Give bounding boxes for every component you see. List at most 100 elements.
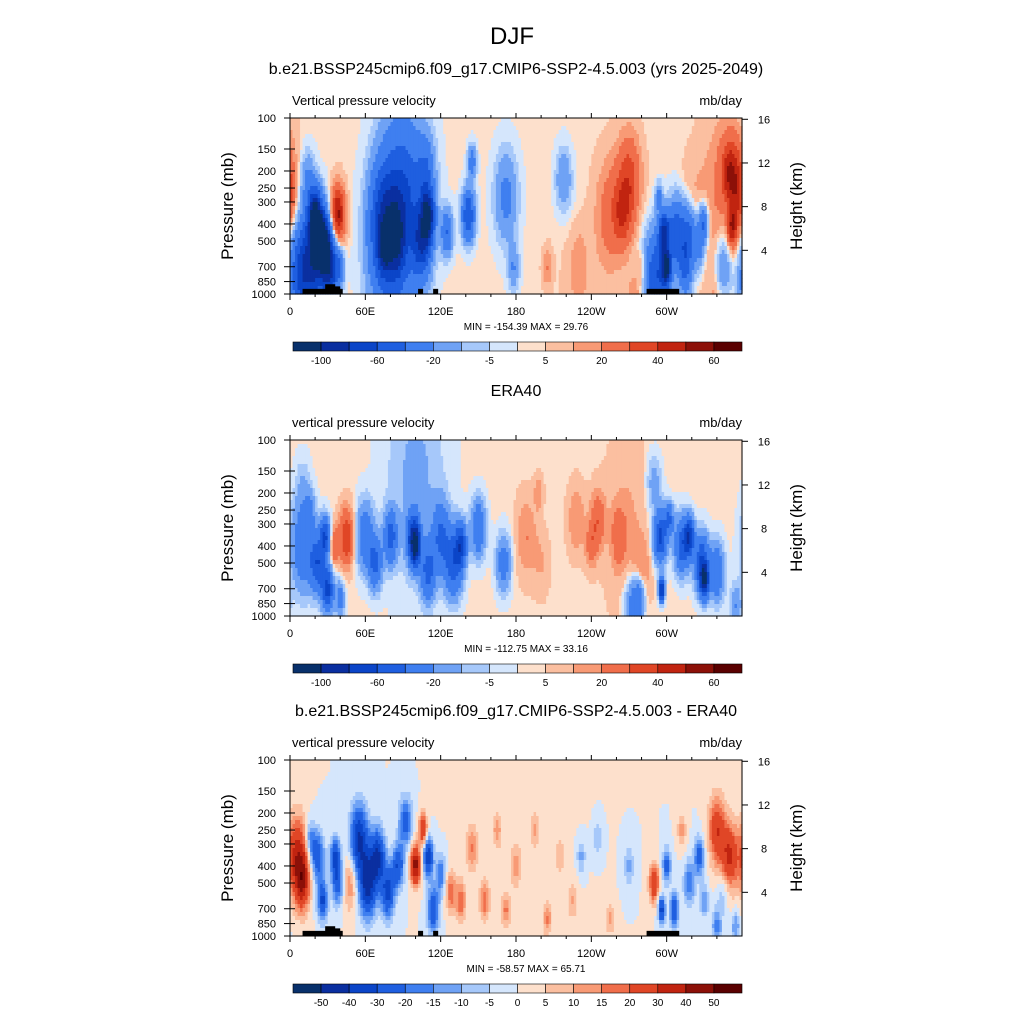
field-cell bbox=[573, 158, 577, 163]
field-cell bbox=[290, 170, 294, 175]
field-cell bbox=[583, 138, 587, 143]
field-cell bbox=[385, 130, 389, 135]
field-cell bbox=[480, 150, 484, 155]
field-cell bbox=[405, 138, 409, 143]
field-cell bbox=[724, 134, 728, 139]
field-cell bbox=[686, 138, 690, 143]
field-cell bbox=[362, 146, 366, 151]
field-cell bbox=[367, 158, 371, 163]
field-cell bbox=[626, 162, 630, 167]
field-cell bbox=[581, 126, 585, 131]
field-cell bbox=[684, 122, 688, 127]
field-cell bbox=[613, 126, 618, 131]
field-cell bbox=[603, 170, 607, 175]
field-cell bbox=[465, 170, 469, 175]
field-cell bbox=[415, 182, 419, 187]
field-cell bbox=[470, 126, 474, 131]
field-cell bbox=[440, 130, 444, 135]
field-cell bbox=[531, 154, 535, 159]
field-cell bbox=[392, 166, 397, 171]
field-cell bbox=[541, 174, 545, 179]
field-cell bbox=[350, 142, 354, 147]
field-cell bbox=[395, 146, 399, 151]
field-cell bbox=[345, 170, 349, 175]
field-cell bbox=[425, 146, 429, 151]
field-cell bbox=[448, 178, 452, 183]
field-cell bbox=[392, 130, 397, 135]
field-cell bbox=[445, 142, 449, 147]
field-cell bbox=[664, 122, 668, 127]
field-cell bbox=[403, 130, 407, 135]
field-cell bbox=[704, 122, 708, 127]
field-cell bbox=[352, 126, 356, 131]
field-cell bbox=[440, 182, 444, 187]
field-cell bbox=[556, 146, 560, 151]
field-cell bbox=[696, 174, 700, 179]
field-cell bbox=[455, 130, 459, 135]
field-cell bbox=[377, 170, 381, 175]
field-cell bbox=[485, 118, 489, 123]
field-cell bbox=[631, 130, 635, 135]
field-cell bbox=[583, 162, 587, 167]
field-cell bbox=[403, 138, 407, 143]
field-cell bbox=[719, 118, 723, 123]
field-cell bbox=[290, 138, 294, 143]
field-cell bbox=[563, 166, 567, 171]
field-cell bbox=[380, 142, 384, 147]
field-cell bbox=[649, 146, 653, 151]
field-cell bbox=[626, 170, 630, 175]
field-cell bbox=[327, 126, 331, 131]
field-cell bbox=[433, 162, 437, 167]
field-cell bbox=[573, 122, 577, 127]
field-cell bbox=[724, 138, 728, 143]
field-cell bbox=[546, 158, 550, 163]
field-cell bbox=[350, 162, 354, 167]
field-cell bbox=[350, 122, 354, 127]
field-cell bbox=[646, 118, 650, 123]
field-cell bbox=[613, 166, 618, 171]
field-cell bbox=[315, 138, 319, 143]
field-cell bbox=[453, 154, 457, 159]
field-cell bbox=[397, 174, 402, 179]
field-cell bbox=[636, 162, 640, 167]
field-cell bbox=[385, 158, 389, 163]
field-cell bbox=[679, 162, 683, 167]
field-cell bbox=[400, 182, 404, 187]
field-cell bbox=[528, 158, 532, 163]
field-cell bbox=[510, 158, 515, 163]
field-cell bbox=[593, 142, 597, 147]
field-cell bbox=[523, 122, 527, 127]
field-cell bbox=[468, 166, 472, 171]
field-cell bbox=[721, 174, 726, 179]
field-cell bbox=[526, 162, 530, 167]
field-cell bbox=[608, 142, 613, 147]
field-cell bbox=[553, 166, 557, 171]
field-cell bbox=[649, 122, 653, 127]
field-cell bbox=[641, 162, 645, 167]
field-cell bbox=[375, 158, 379, 163]
field-cell bbox=[548, 146, 552, 151]
field-cell bbox=[704, 158, 708, 163]
field-cell bbox=[611, 130, 615, 135]
field-cell bbox=[603, 134, 607, 139]
field-cell bbox=[513, 174, 517, 179]
field-cell bbox=[639, 146, 643, 151]
field-cell bbox=[729, 142, 733, 147]
field-cell bbox=[548, 126, 552, 131]
field-cell bbox=[315, 130, 319, 135]
field-cell bbox=[483, 142, 487, 147]
field-cell bbox=[310, 142, 314, 147]
field-cell bbox=[551, 126, 555, 131]
field-cell bbox=[475, 154, 479, 159]
field-cell bbox=[571, 146, 575, 151]
field-cell bbox=[413, 178, 417, 183]
field-cell bbox=[523, 150, 527, 155]
field-cell bbox=[581, 142, 585, 147]
field-cell bbox=[634, 170, 638, 175]
field-cell bbox=[536, 142, 540, 147]
field-cell bbox=[721, 130, 726, 135]
field-cell bbox=[558, 130, 562, 135]
field-cell bbox=[528, 170, 532, 175]
field-cell bbox=[661, 142, 665, 147]
field-cell bbox=[736, 170, 741, 175]
